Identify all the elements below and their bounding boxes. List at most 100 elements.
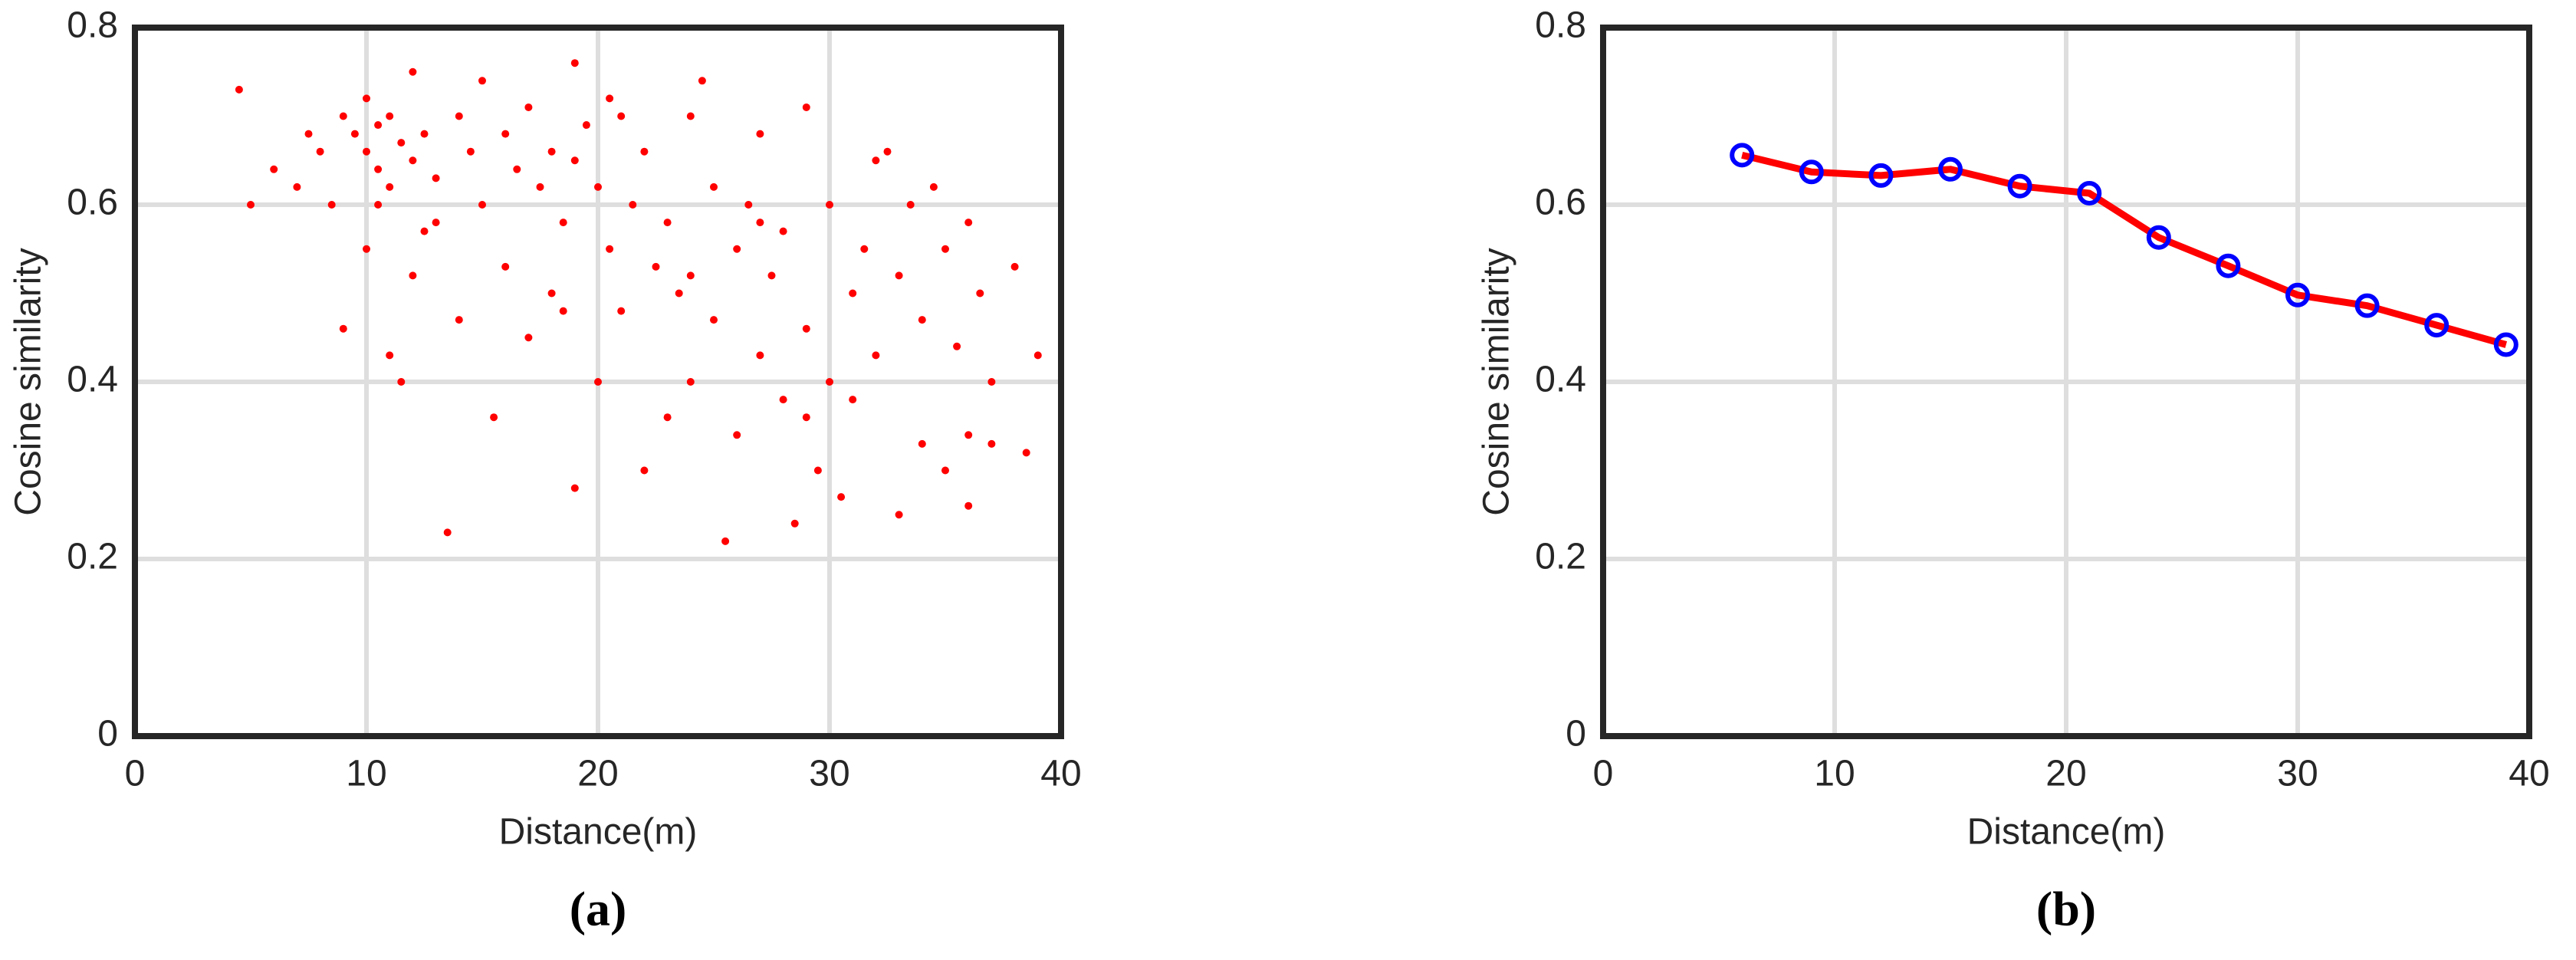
scatter-point [629,201,637,209]
scatter-point [547,147,556,156]
scatter-point [883,147,892,156]
scatter-point [443,528,452,537]
scatter-point [802,103,810,111]
scatter-point [316,147,324,156]
y-tick-label: 0.4 [67,360,118,400]
scatter-point [374,121,383,130]
scatter-point [964,219,973,227]
scatter-point [663,413,672,422]
marker [2424,313,2450,338]
x-tick-label: 30 [2277,754,2318,794]
scatter-point [455,316,463,324]
scatter-point [594,378,602,386]
scatter-point [350,130,359,138]
scatter-point [918,316,926,324]
scatter-point [247,201,255,209]
scatter-point [929,182,938,191]
scatter-point [559,307,567,315]
y-tick-label: 0 [97,714,118,755]
marker [1938,156,1963,182]
scatter-point [895,271,903,280]
scatter-point [918,439,926,448]
scatter-point [652,262,660,271]
scatter-point [501,130,510,138]
y-tick-label: 0.8 [1535,5,1586,46]
scatter-point [235,85,243,94]
scatter-point [420,227,429,235]
scatter-point [675,289,683,298]
scatter-point [397,139,406,147]
scatter-point [594,182,602,191]
scatter-point [570,59,579,67]
scatter-point [849,289,857,298]
scatter-point [837,493,846,501]
scatter-point [270,165,278,173]
scatter-point [941,245,949,253]
y-tick-label: 0.4 [1535,360,1586,400]
scatter-point [767,271,776,280]
scatter-point [964,431,973,439]
scatter-point [941,466,949,475]
scatter-point [524,103,533,111]
scatter-point [524,334,533,342]
y-tick-label: 0.2 [1535,537,1586,577]
x-tick-label: 10 [1814,754,1855,794]
marker [1868,163,1894,188]
x-tick-label: 0 [1593,754,1614,794]
scatter-point [409,67,417,76]
scatter-point [374,201,383,209]
scatter-point [432,219,440,227]
scatter-point [733,245,741,253]
scatter-point [606,245,614,253]
scatter-point [570,156,579,165]
marker [2354,293,2380,318]
scatter-point [1022,449,1030,457]
x-tick-label: 40 [2509,754,2549,794]
scatter-point [1010,262,1019,271]
scatter-point [1033,351,1042,360]
scatter-point [582,121,590,130]
scatter-point [339,324,347,333]
scatter-point [363,94,370,103]
x-tick-label: 20 [577,754,618,794]
scatter-point [964,501,973,510]
scatter-point [490,413,498,422]
scatter-point [698,77,706,85]
marker [1730,143,1755,168]
scatter-point [617,112,626,120]
marker [2007,173,2032,199]
scatter-point [872,156,880,165]
x-axis-label: Distance(m) [1967,812,2166,853]
scatter-point [409,156,417,165]
scatter-point [304,130,313,138]
scatter-point [363,147,370,156]
marker [2216,253,2241,278]
scatter-point [640,466,649,475]
scatter-point [386,112,394,120]
scatter-point [686,112,695,120]
y-tick-label: 0.8 [67,5,118,46]
scatter-point [733,431,741,439]
y-tick-label: 0.2 [67,537,118,577]
marker [2493,332,2518,357]
scatter-point [547,289,556,298]
scatter-point [721,537,730,545]
scatter-point [386,351,394,360]
scatter-point [779,396,787,404]
scatter-point [826,378,833,386]
scatter-point [501,262,510,271]
x-axis-label: Distance(m) [499,812,698,853]
scatter-point [710,182,718,191]
x-tick-label: 10 [346,754,386,794]
scatter-point [420,130,429,138]
marker [1799,159,1824,185]
scatter-point [606,94,614,103]
scatter-point [363,245,370,253]
scatter-point [872,351,880,360]
scatter-point [987,378,996,386]
scatter-point [953,342,961,350]
line [1741,151,2508,348]
scatter-point [536,182,544,191]
y-axis-label: Cosine similarity [1477,248,1517,515]
scatter-point [432,174,440,182]
